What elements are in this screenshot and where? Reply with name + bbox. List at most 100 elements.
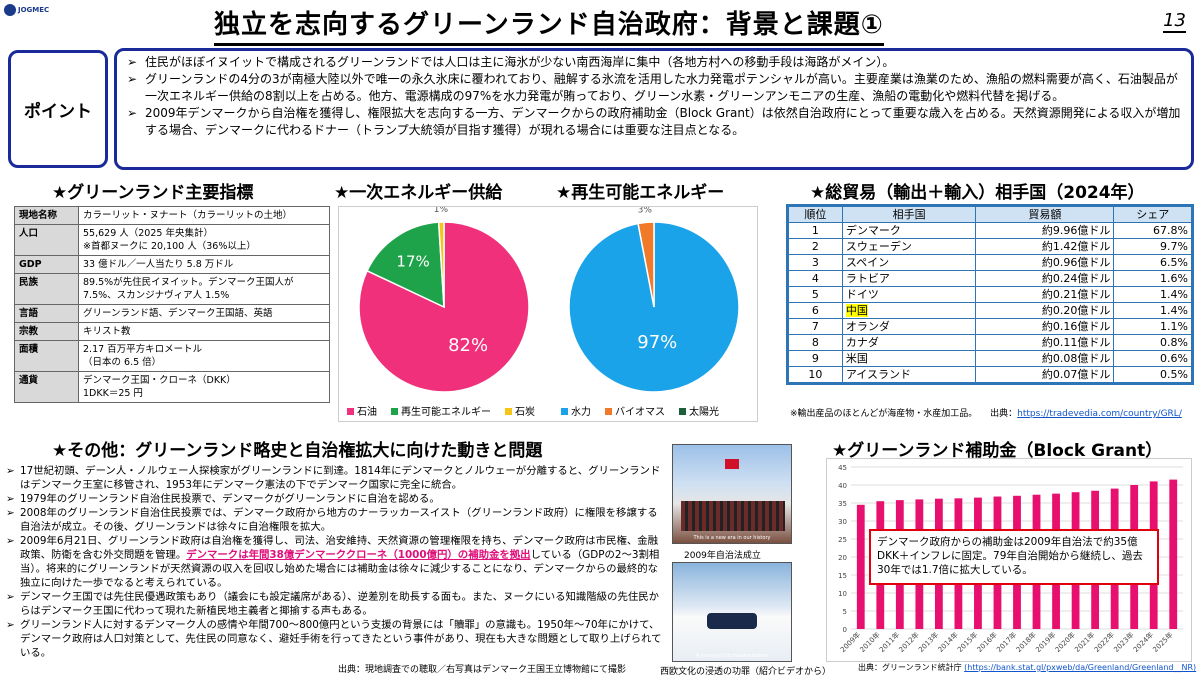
legend-item: 再生可能エネルギー — [391, 403, 491, 418]
indicator-value: キリスト教 — [78, 322, 330, 341]
other-item-body: 2008年のグリーンランド自治住民投票では、デンマーク政府から地方のナーラッカー… — [20, 507, 658, 533]
crowd-shape — [681, 501, 785, 531]
trade-cell-text: 約0.21億ドル — [1041, 288, 1111, 301]
trade-cell: 3 — [787, 254, 843, 271]
trade-cell-text: 中国 — [845, 304, 868, 317]
trade-cell-text: 5 — [811, 288, 819, 301]
trade-source-link[interactable]: https://tradevedia.com/country/GRL/ — [1017, 409, 1182, 419]
pie-slice — [366, 221, 445, 309]
x-tick-label: 2012年 — [897, 630, 921, 654]
trade-cell: 6.5% — [1113, 254, 1193, 271]
trade-table: 順位 相手国 貿易額 シェア 1 デンマーク 約9.96億ドル 67.8% 2 スウェーデン 約1.… — [786, 204, 1194, 385]
bullet-arrow-icon: ➢ — [6, 619, 15, 631]
subsidy-highlight: デンマークは年間38億デンマーククローネ（1000億円）の補助金を拠出 — [186, 549, 531, 561]
trade-row: 10 アイスランド 約0.07億ドル 0.5% — [787, 366, 1193, 384]
trade-cell-text: 10 — [808, 368, 823, 381]
other-item-body: 17世紀初頭、デーン人・ノルウェー人探検家がグリーンランドに到達。1814年にデ… — [20, 465, 661, 491]
trade-cell: 9 — [787, 350, 843, 367]
bullet-arrow-icon: ➢ — [127, 55, 138, 69]
trade-cell-text: 7 — [811, 320, 819, 333]
trade-cell: ドイツ — [841, 286, 977, 303]
y-tick-label: 5 — [843, 608, 847, 616]
trade-cell-text: 約0.16億ドル — [1041, 320, 1111, 333]
indicator-key: 人口 — [14, 224, 79, 256]
page-number: 13 — [1163, 10, 1186, 33]
other-item-text: グリーンランド人に対するデンマーク人の感情や年間700～800億円という支援の背… — [20, 618, 666, 660]
trade-cell: スペイン — [841, 254, 977, 271]
trade-cell-text: 0.6% — [1160, 352, 1188, 365]
trade-row: 7 オランダ 約0.16億ドル 1.1% — [787, 318, 1193, 335]
x-tick-label: 2010年 — [858, 630, 882, 654]
indicator-key: 言語 — [14, 304, 79, 323]
other-source: 出典：現地調査での聴取／右写真はデンマーク王国王立博物館にて撮影 — [338, 665, 627, 675]
trade-cell: ラトビア — [841, 270, 977, 287]
other-item: ➢ 2009年6月21日、グリーンランド政府は自治権を獲得し、司法、治安維持、天然… — [6, 534, 666, 590]
indicator-row: 面積 2.17 百万平方キロメートル （日本の 6.5 倍） — [14, 340, 330, 372]
trade-cell-text: オランダ — [845, 320, 890, 333]
indicator-value: 2.17 百万平方キロメートル （日本の 6.5 倍） — [78, 340, 330, 372]
legend-item: 水力 — [561, 403, 591, 418]
trade-cell: 約9.96億ドル — [975, 222, 1115, 239]
pie-slice — [358, 221, 530, 393]
trade-header: 貿易額 — [975, 205, 1115, 223]
pie2-legend: 水力 バイオマス 太陽光 — [561, 403, 719, 418]
x-tick-label: 2019年 — [1034, 630, 1058, 654]
indicator-row: 宗教 キリスト教 — [14, 322, 330, 341]
snowmobile-shape — [707, 613, 757, 629]
trade-row: 6 中国 約0.20億ドル 1.4% — [787, 302, 1193, 319]
trade-cell-text: スウェーデン — [845, 240, 912, 253]
trade-cell-text: 1.1% — [1160, 320, 1188, 333]
trade-cell-text: 米国 — [845, 352, 868, 365]
trade-cell-text: 約0.08億ドル — [1041, 352, 1111, 365]
bullet-arrow-icon: ➢ — [6, 507, 15, 519]
x-tick-label: 2020年 — [1053, 630, 1077, 654]
trade-cell: 4 — [787, 270, 843, 287]
trade-cell-text: 1.4% — [1160, 288, 1188, 301]
trade-cell: オランダ — [841, 318, 977, 335]
trade-row: 3 スペイン 約0.96億ドル 6.5% — [787, 254, 1193, 271]
trade-cell: デンマーク — [841, 222, 977, 239]
legend-item: 太陽光 — [679, 403, 719, 418]
renewable-energy-pie: 97% 3% — [568, 207, 740, 393]
trade-cell: 0.6% — [1113, 350, 1193, 367]
indicator-row: 通貨 デンマーク王国・クローネ（DKK） 1DKK＝25 円 — [14, 371, 330, 403]
trade-header: シェア — [1113, 205, 1193, 223]
photo2-caption: 西欧文化の浸透の功罪（紹介ビデオから） — [660, 667, 832, 677]
trade-cell: 約0.24億ドル — [975, 270, 1115, 287]
trade-cell: 約0.16億ドル — [975, 318, 1115, 335]
indicator-key: 民族 — [14, 273, 79, 305]
pie-value-label: 97% — [637, 332, 677, 353]
point-label: ポイント — [8, 50, 108, 168]
trade-cell: カナダ — [841, 334, 977, 351]
trade-cell-text: 2 — [811, 240, 819, 253]
trade-cell: スウェーデン — [841, 238, 977, 255]
indicator-key: 通貨 — [14, 371, 79, 403]
trade-cell-text: 約0.07億ドル — [1041, 368, 1111, 381]
bullet-arrow-icon: ➢ — [6, 591, 15, 603]
trade-cell: 0.8% — [1113, 334, 1193, 351]
pie-value-label: 3% — [638, 207, 653, 215]
trade-cell: 1.4% — [1113, 302, 1193, 319]
bullet-arrow-icon: ➢ — [6, 493, 15, 505]
trade-cell: 約0.07億ドル — [975, 366, 1115, 384]
renew-chart-title: ★再生可能エネルギー — [556, 183, 725, 203]
trade-cell-text: 8 — [811, 336, 819, 349]
indicator-row: 人口 55,629 人（2025 年央集計） ※首都ヌークに 20,100 人（3… — [14, 224, 330, 256]
trade-cell-text: 6.5% — [1160, 256, 1188, 269]
pie-value-label: 1% — [434, 207, 449, 215]
block-grant-source-link[interactable]: (https://bank.stat.gl/pxweb/da/Greenland… — [964, 663, 1197, 672]
other-item: ➢ 17世紀初頭、デーン人・ノルウェー人探検家がグリーンランドに到達。1814年に… — [6, 464, 666, 492]
bar — [1169, 479, 1178, 629]
trade-cell: アイスランド — [841, 366, 977, 384]
bullet-arrow-icon: ➢ — [6, 535, 15, 547]
trade-row: 9 米国 約0.08億ドル 0.6% — [787, 350, 1193, 367]
trade-row: 2 スウェーデン 約1.42億ドル 9.7% — [787, 238, 1193, 255]
trade-cell-text: 9 — [811, 352, 819, 365]
point-item: ➢ 住民がほぼイヌイットで構成されるグリーンランドでは人口は主に海氷が少ない南西海… — [127, 55, 895, 69]
trade-cell-text: ドイツ — [845, 288, 879, 301]
trade-cell: 中国 — [841, 302, 977, 319]
trade-cell: 約0.20億ドル — [975, 302, 1115, 319]
indicator-value: グリーンランド語、デンマーク王国語、英語 — [78, 304, 330, 323]
indicator-key: 現地名称 — [14, 206, 79, 225]
x-tick-label: 2014年 — [936, 630, 960, 654]
